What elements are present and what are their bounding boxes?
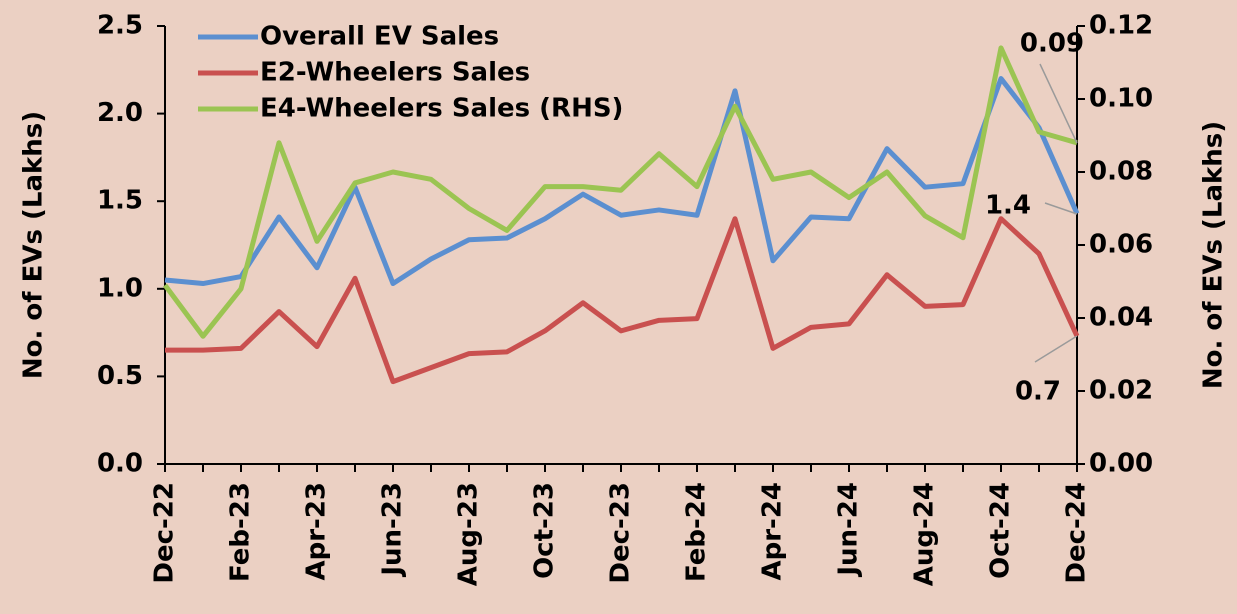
x-tick-label: Oct-24 [986, 482, 1016, 579]
annotation: 0.09 [1020, 29, 1084, 59]
y-tick-label: 0.5 [97, 361, 143, 391]
x-tick-label: Jun-23 [378, 482, 408, 578]
legend-label: E2-Wheelers Sales [260, 58, 530, 88]
x-tick-label: Aug-24 [910, 482, 940, 586]
x-tick-label: Aug-23 [454, 482, 484, 586]
y2-tick-label: 0.08 [1089, 157, 1153, 187]
x-tick-label: Dec-24 [1062, 482, 1092, 584]
legend-label: E4-Wheelers Sales (RHS) [260, 94, 623, 124]
y2-tick-label: 0.10 [1089, 84, 1153, 114]
y-tick-label: 1.5 [97, 186, 143, 216]
annotation-leader [1034, 335, 1078, 363]
x-tick-label: Dec-23 [606, 482, 636, 584]
y2-tick-label: 0.02 [1089, 376, 1153, 406]
annotation: 0.7 [1015, 377, 1061, 407]
y2-tick-label: 0.12 [1089, 11, 1153, 41]
y2-axis-title: No. of EVs (Lakhs) [1199, 121, 1229, 389]
legend-label: Overall EV Sales [260, 22, 499, 52]
y2-tick-label: 0.04 [1089, 303, 1153, 333]
x-tick-label: Apr-24 [758, 482, 788, 581]
series-line [162, 45, 1078, 339]
x-tick-label: Feb-24 [682, 482, 712, 582]
y-tick-label: 0.0 [97, 449, 143, 479]
annotation: 1.4 [985, 191, 1031, 221]
series-line [164, 76, 1080, 287]
x-tick-label: Apr-23 [302, 482, 332, 581]
y-tick-label: 1.0 [97, 273, 143, 303]
x-tick-label: Jun-24 [834, 482, 864, 578]
annotation-leader [1039, 63, 1078, 144]
x-tick-label: Dec-22 [150, 482, 180, 584]
y-axis-title: No. of EVs (Lakhs) [19, 111, 49, 379]
y-tick-label: 2.5 [97, 11, 143, 41]
y2-tick-label: 0.06 [1089, 230, 1153, 260]
x-tick-label: Oct-23 [530, 482, 560, 579]
series-line [165, 216, 1080, 385]
annotation-leader [1044, 202, 1078, 215]
y-tick-label: 2.0 [97, 98, 143, 128]
x-tick-label: Feb-23 [226, 482, 256, 582]
y2-tick-label: 0.00 [1089, 449, 1153, 479]
